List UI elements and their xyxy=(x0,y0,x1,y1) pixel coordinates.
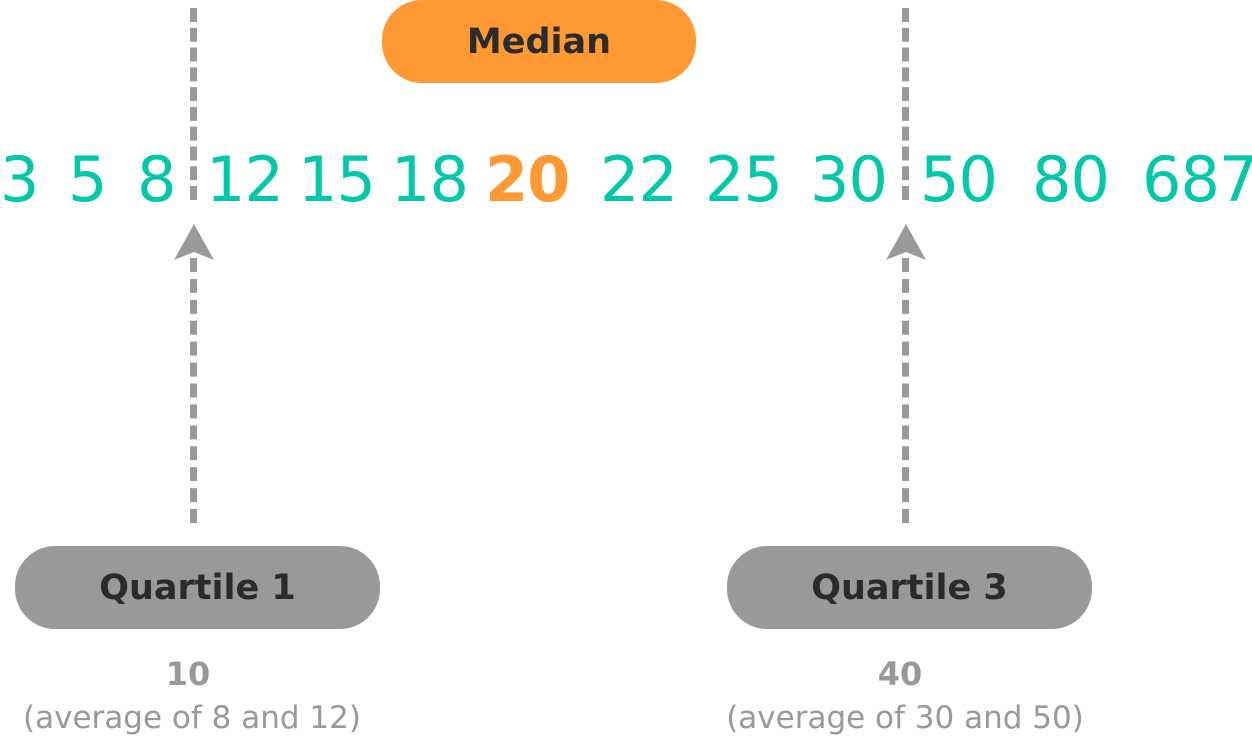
q1-arrow-up-icon xyxy=(174,224,214,260)
number-item: 25 xyxy=(705,143,783,216)
q3-arrow-shaft xyxy=(902,258,909,523)
number-item: 687 xyxy=(1142,143,1252,216)
number-item: 30 xyxy=(810,143,888,216)
number-item: 15 xyxy=(298,143,376,216)
quartile3-note: (average of 30 and 50) xyxy=(726,700,1084,736)
median-value: 20 xyxy=(485,143,570,216)
quartile1-label: Quartile 1 xyxy=(15,546,380,629)
q3-arrow-up-icon xyxy=(886,224,926,260)
quartile1-value: 10 xyxy=(165,655,211,693)
median-label-text: Median xyxy=(466,21,612,62)
quartile3-value: 40 xyxy=(877,655,923,693)
number-item: 18 xyxy=(391,143,469,216)
number-item: 3 xyxy=(0,143,39,216)
number-item: 50 xyxy=(920,143,998,216)
q1-arrow-shaft xyxy=(190,258,197,523)
median-label: Median xyxy=(382,0,696,83)
number-sequence: 3 5 8 12 15 18 20 22 25 30 50 80 687 xyxy=(0,140,1252,220)
quartile3-label: Quartile 3 xyxy=(727,546,1092,629)
number-item: 80 xyxy=(1032,143,1110,216)
quartile1-label-text: Quartile 1 xyxy=(99,567,296,608)
q3-divider-top xyxy=(902,8,909,200)
number-item: 5 xyxy=(68,143,107,216)
number-item: 22 xyxy=(600,143,678,216)
quartile3-label-text: Quartile 3 xyxy=(811,567,1008,608)
quartile1-note: (average of 8 and 12) xyxy=(23,700,361,736)
number-item: 8 xyxy=(137,143,176,216)
q1-divider-top xyxy=(190,8,197,200)
number-item: 12 xyxy=(206,143,284,216)
